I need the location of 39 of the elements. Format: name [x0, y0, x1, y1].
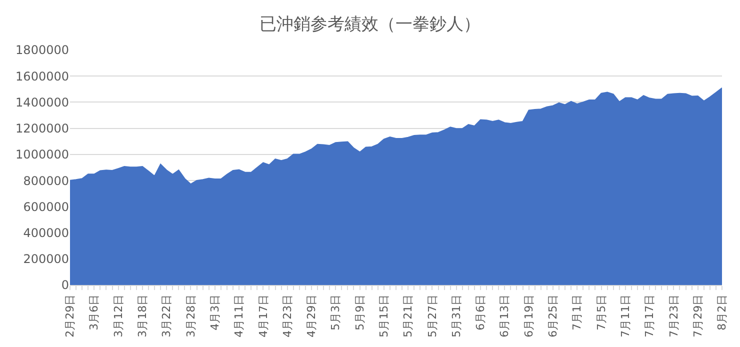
y-tick-label: 0	[61, 278, 69, 292]
chart-title: 已沖銷参考績效（一拳鈔人）	[260, 14, 480, 34]
x-tick-label: 4月17日	[256, 294, 270, 338]
x-tick-label: 5月3日	[329, 294, 342, 330]
x-tick-label: 4月23日	[280, 294, 294, 338]
y-tick-label: 800000	[23, 174, 69, 188]
y-tick-label: 600000	[23, 200, 69, 214]
x-tick-label: 7月5日	[594, 294, 608, 330]
y-tick-label: 200000	[23, 252, 69, 266]
y-tick-label: 400000	[23, 226, 69, 240]
x-tick-label: 7月23日	[667, 294, 680, 338]
x-tick-label: 3月28日	[184, 294, 198, 338]
x-tick-label: 7月11日	[618, 294, 632, 338]
y-tick-label: 1200000	[16, 122, 69, 136]
y-tick-label: 1600000	[16, 69, 69, 84]
x-tick-label: 6月25日	[546, 294, 560, 338]
y-tick-label: 1400000	[16, 95, 69, 110]
x-tick-label: 7月1日	[570, 294, 584, 330]
x-tick-label: 5月15日	[378, 294, 391, 338]
x-tick-label: 3月12日	[112, 294, 125, 338]
x-tick-label: 6月13日	[498, 294, 512, 338]
x-tick-label: 3月22日	[160, 294, 174, 338]
x-tick-label: 5月21日	[402, 294, 415, 338]
x-tick-label: 2月29日	[64, 294, 77, 338]
x-tick-label: 3月6日	[88, 294, 101, 330]
x-tick-label: 6月19日	[522, 294, 536, 338]
x-tick-label: 5月27日	[426, 294, 439, 338]
x-tick-label: 4月3日	[208, 294, 222, 330]
x-tick-label: 3月18日	[136, 294, 150, 338]
x-tick-label: 6月6日	[474, 294, 488, 330]
x-tick-label: 4月11日	[232, 294, 246, 338]
x-tick-label: 5月31日	[450, 294, 463, 338]
y-tick-label: 1000000	[16, 148, 69, 162]
x-tick-label: 7月17日	[643, 294, 656, 338]
x-tick-label: 7月29日	[691, 294, 704, 338]
x-tick-label: 4月29日	[305, 294, 318, 338]
x-tick-label: 8月2日	[716, 294, 729, 330]
y-tick-label: 1800000	[16, 43, 69, 58]
x-tick-label: 5月9日	[353, 294, 366, 330]
